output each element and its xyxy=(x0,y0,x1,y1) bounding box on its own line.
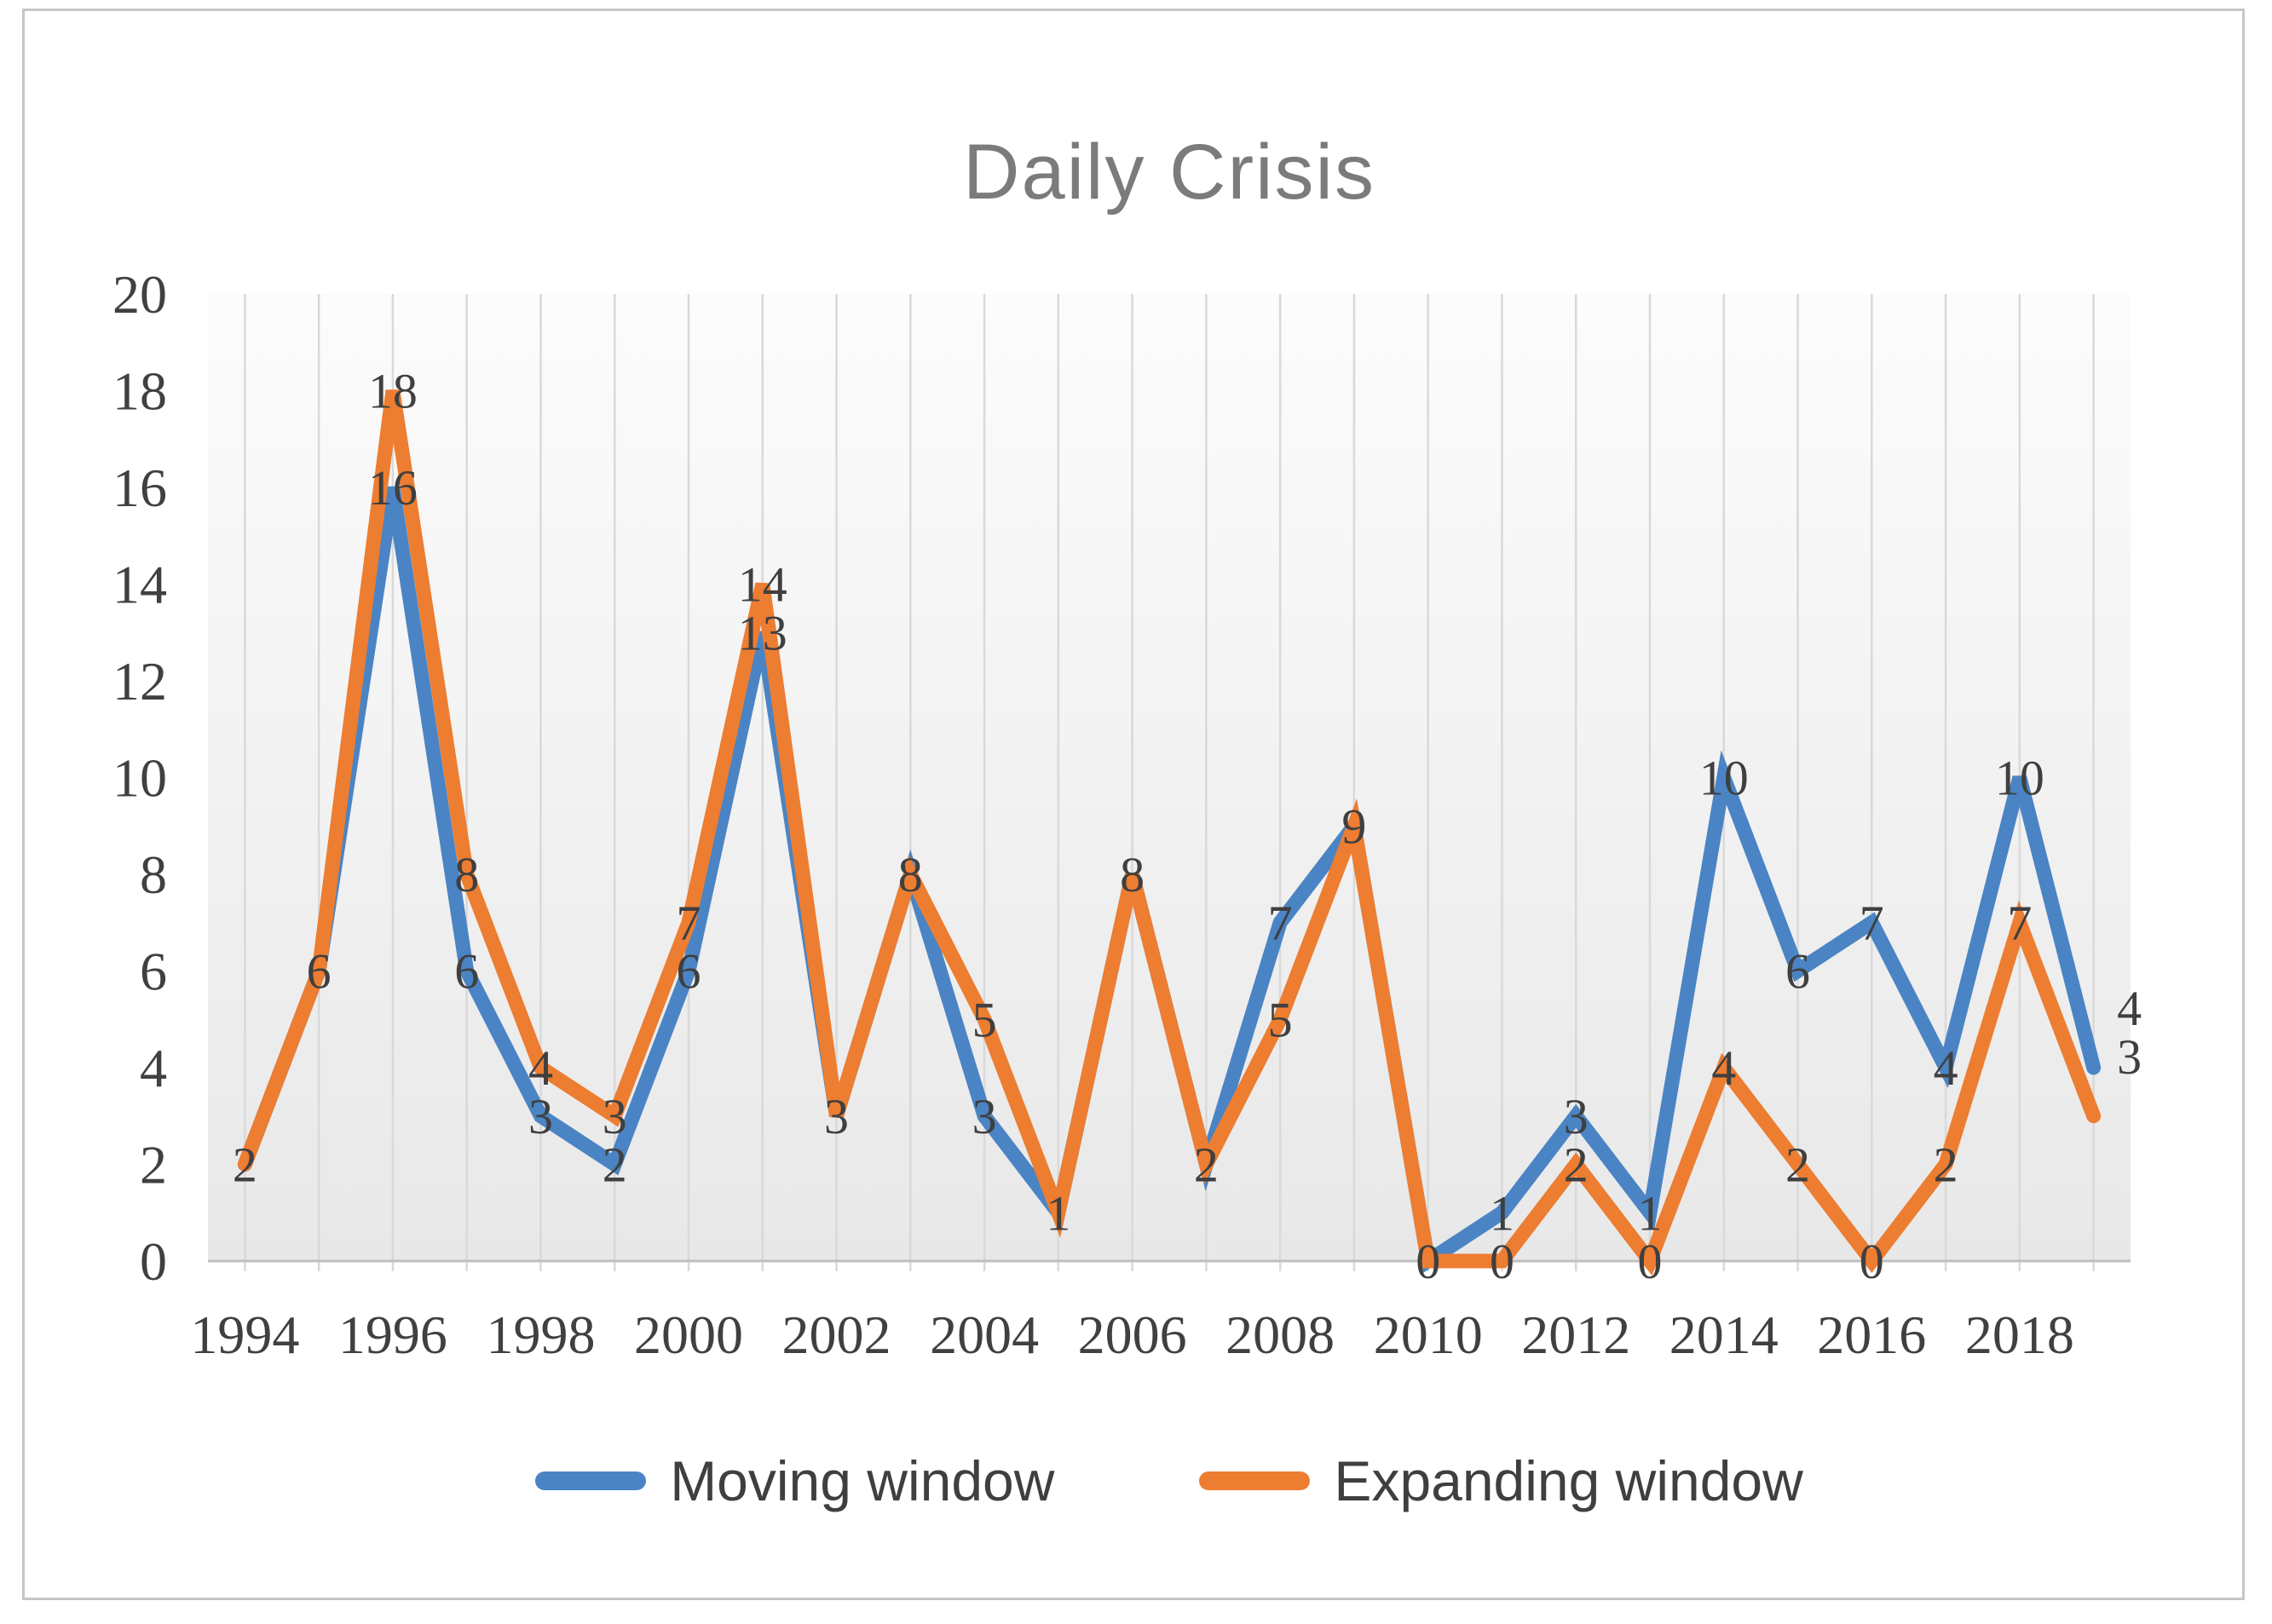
data-label-shared: 8 xyxy=(898,847,923,902)
y-axis-tick-label: 16 xyxy=(112,458,167,518)
data-label-shared: 8 xyxy=(1120,847,1145,902)
x-axis-tick-label: 2008 xyxy=(1225,1304,1335,1365)
data-label-expanding-window: 3 xyxy=(2117,1029,2142,1085)
data-label-moving-window: 6 xyxy=(1785,944,1810,999)
data-label-moving-window: 2 xyxy=(603,1137,627,1193)
data-label-shared: 2 xyxy=(1194,1137,1219,1193)
y-axis-tick-label: 8 xyxy=(140,844,167,905)
legend-item-expanding-window[interactable]: Expanding window xyxy=(1199,1448,1803,1513)
data-label-expanding-window: 3 xyxy=(603,1089,627,1144)
y-axis-tick-label: 18 xyxy=(112,361,167,422)
expanding-window-swatch-icon xyxy=(1199,1471,1311,1490)
x-axis-tick-label: 2000 xyxy=(634,1304,743,1365)
y-axis-tick-label: 0 xyxy=(140,1231,167,1292)
data-label-expanding-window: 4 xyxy=(1711,1040,1736,1096)
x-axis-tick-label: 1996 xyxy=(338,1304,447,1365)
data-label-moving-window: 16 xyxy=(368,460,418,515)
data-label-expanding-window: 2 xyxy=(1934,1137,1958,1193)
legend-label-expanding-window: Expanding window xyxy=(1334,1449,1803,1512)
x-axis-tick-label: 2002 xyxy=(782,1304,891,1365)
data-label-moving-window: 3 xyxy=(1564,1089,1589,1144)
legend: Moving window Expanding window xyxy=(208,1448,2131,1513)
data-label-expanding-window: 14 xyxy=(738,557,787,613)
data-label-moving-window: 6 xyxy=(454,944,479,999)
data-label-shared: 1 xyxy=(1046,1185,1070,1241)
x-axis-tick-label: 1994 xyxy=(190,1304,299,1365)
x-axis-tick-label: 2012 xyxy=(1521,1304,1630,1365)
data-label-moving-window: 3 xyxy=(528,1089,553,1144)
data-label-expanding-window: 2 xyxy=(1785,1137,1810,1193)
data-label-moving-window: 1 xyxy=(1490,1185,1514,1241)
x-axis-tick-label: 2016 xyxy=(1817,1304,1926,1365)
chart-title: Daily Crisis xyxy=(963,129,1375,216)
y-axis-tick-label: 2 xyxy=(140,1135,167,1195)
data-label-expanding-window: 0 xyxy=(1860,1234,1884,1289)
data-label-moving-window: 3 xyxy=(972,1089,997,1144)
data-label-shared: 6 xyxy=(307,944,332,999)
expanding-window-line[interactable] xyxy=(237,389,2102,1276)
x-axis-tick-label: 2018 xyxy=(1965,1304,2074,1365)
y-axis-tick-label: 14 xyxy=(112,555,167,615)
data-label-expanding-window: 8 xyxy=(454,847,479,902)
data-label-expanding-window: 4 xyxy=(528,1040,553,1096)
data-label-expanding-window: 5 xyxy=(1268,992,1293,1047)
plot-background xyxy=(208,294,2131,1261)
x-axis-tick-label: 2010 xyxy=(1374,1304,1483,1365)
data-label-moving-window: 4 xyxy=(1934,1040,1958,1096)
data-label-moving-window: 10 xyxy=(1699,751,1749,806)
data-label-moving-window: 6 xyxy=(677,944,701,999)
x-axis-tick-label: 1998 xyxy=(486,1304,595,1365)
x-axis-tick-label: 2004 xyxy=(930,1304,1039,1365)
data-label-expanding-window: 0 xyxy=(1638,1234,1663,1289)
data-label-shared: 3 xyxy=(824,1089,849,1144)
data-label-moving-window: 4 xyxy=(2117,981,2142,1036)
x-axis-tick-label: 2014 xyxy=(1669,1304,1779,1365)
data-label-expanding-window: 0 xyxy=(1490,1234,1514,1289)
y-axis-tick-label: 10 xyxy=(112,748,167,809)
x-axis-tick-label: 2006 xyxy=(1078,1304,1187,1365)
data-label-shared: 9 xyxy=(1341,798,1366,854)
data-label-moving-window: 1 xyxy=(1638,1185,1663,1241)
data-label-expanding-window: 2 xyxy=(1564,1137,1589,1193)
y-axis-tick-label: 12 xyxy=(112,651,167,711)
data-label-moving-window: 7 xyxy=(1860,896,1884,951)
data-label-moving-window: 7 xyxy=(1268,896,1293,951)
moving-window-swatch-icon xyxy=(535,1471,647,1490)
y-axis-tick-label: 20 xyxy=(112,264,167,325)
y-axis-tick-label: 4 xyxy=(140,1038,167,1098)
legend-item-moving-window[interactable]: Moving window xyxy=(535,1448,1054,1513)
data-label-shared: 2 xyxy=(233,1137,257,1193)
data-label-moving-window: 10 xyxy=(1995,751,2044,806)
data-label-expanding-window: 18 xyxy=(368,364,418,419)
data-label-expanding-window: 7 xyxy=(2007,896,2032,951)
data-label-moving-window: 13 xyxy=(738,605,787,660)
legend-label-moving-window: Moving window xyxy=(670,1449,1055,1512)
data-label-shared: 0 xyxy=(1416,1234,1440,1289)
data-label-expanding-window: 5 xyxy=(972,992,997,1047)
data-label-expanding-window: 7 xyxy=(677,896,701,951)
y-axis-tick-label: 6 xyxy=(140,942,167,1002)
